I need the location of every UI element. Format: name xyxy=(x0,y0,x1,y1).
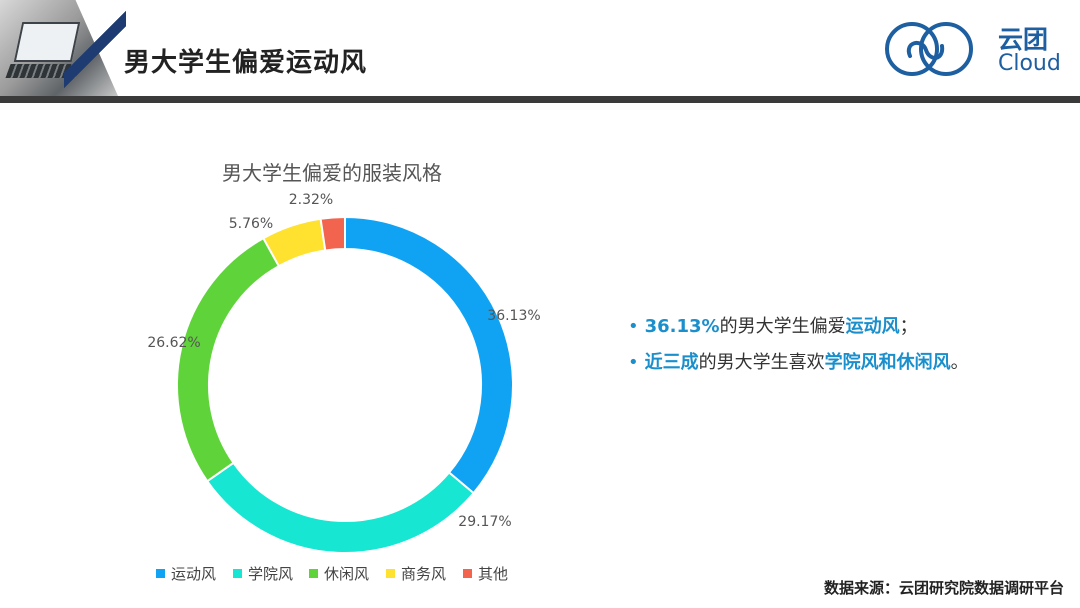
page-title: 男大学生偏爱运动风 xyxy=(124,48,368,78)
legend-swatch xyxy=(309,569,318,578)
header-accent-stripe xyxy=(64,0,126,96)
legend-item: 休闲风 xyxy=(309,563,369,584)
highlight-text: 运动风 xyxy=(845,316,900,337)
bullet-text: ； xyxy=(899,316,918,337)
highlight-text: 学院风和休闲风 xyxy=(824,352,951,373)
bullet-text: 的男大学生偏爱 xyxy=(719,316,846,337)
slice-value-label-1: 36.13% xyxy=(487,308,540,324)
slice-value-label-4: 5.76% xyxy=(229,216,273,232)
donut-slice-2 xyxy=(205,461,475,554)
summary-bullet: • 近三成的男大学生喜欢学院风和休闲风。 xyxy=(628,349,969,385)
legend-swatch xyxy=(463,569,472,578)
logo-text-en: Cloud xyxy=(998,51,1061,76)
legend-item: 运动风 xyxy=(156,563,216,584)
legend-label: 学院风 xyxy=(248,565,294,583)
bullet-text: 的男大学生喜欢 xyxy=(698,352,825,373)
donut-slice-3 xyxy=(176,236,281,483)
bullet-dot-icon: • xyxy=(628,352,639,373)
legend-label: 其他 xyxy=(478,565,509,583)
bullet-dot-icon: • xyxy=(628,316,639,337)
header-divider xyxy=(0,96,1080,103)
cloud-logo: 云团 Cloud xyxy=(882,18,1072,80)
highlight-text: 近三成 xyxy=(644,352,699,373)
legend-label: 商务风 xyxy=(401,565,447,583)
chart-title: 男大学生偏爱的服装风格 xyxy=(222,161,442,185)
bullet-text: 。 xyxy=(950,352,969,373)
donut-slice-5 xyxy=(319,215,346,252)
legend-swatch xyxy=(156,569,165,578)
summary-bullet: • 36.13%的男大学生偏爱运动风； xyxy=(628,313,969,349)
highlight-text: 36.13% xyxy=(644,316,720,337)
legend-label: 休闲风 xyxy=(324,565,370,583)
donut-slice-1 xyxy=(344,215,514,495)
logo-text-cn: 云团 xyxy=(998,25,1049,54)
cloud-logo-icon xyxy=(885,22,973,76)
slice-value-label-2: 29.17% xyxy=(458,514,511,530)
legend-swatch xyxy=(233,569,242,578)
legend-item: 商务风 xyxy=(386,563,446,584)
data-source-note: 数据来源：云团研究院数据调研平台 xyxy=(823,579,1064,597)
legend-item: 学院风 xyxy=(233,563,293,584)
donut-chart: 36.13% 29.17% 26.62% 5.76% 2.32% xyxy=(147,192,541,554)
slice-value-label-3: 26.62% xyxy=(147,335,200,351)
legend-item: 其他 xyxy=(463,563,508,584)
legend-label: 运动风 xyxy=(171,565,217,583)
slide-header: 男大学生偏爱运动风 云团 Cloud xyxy=(0,0,1080,108)
slice-value-label-5: 2.32% xyxy=(289,192,333,208)
legend-swatch xyxy=(386,569,395,578)
summary-bullets: • 36.13%的男大学生偏爱运动风； • 近三成的男大学生喜欢学院风和休闲风。 xyxy=(628,313,969,385)
